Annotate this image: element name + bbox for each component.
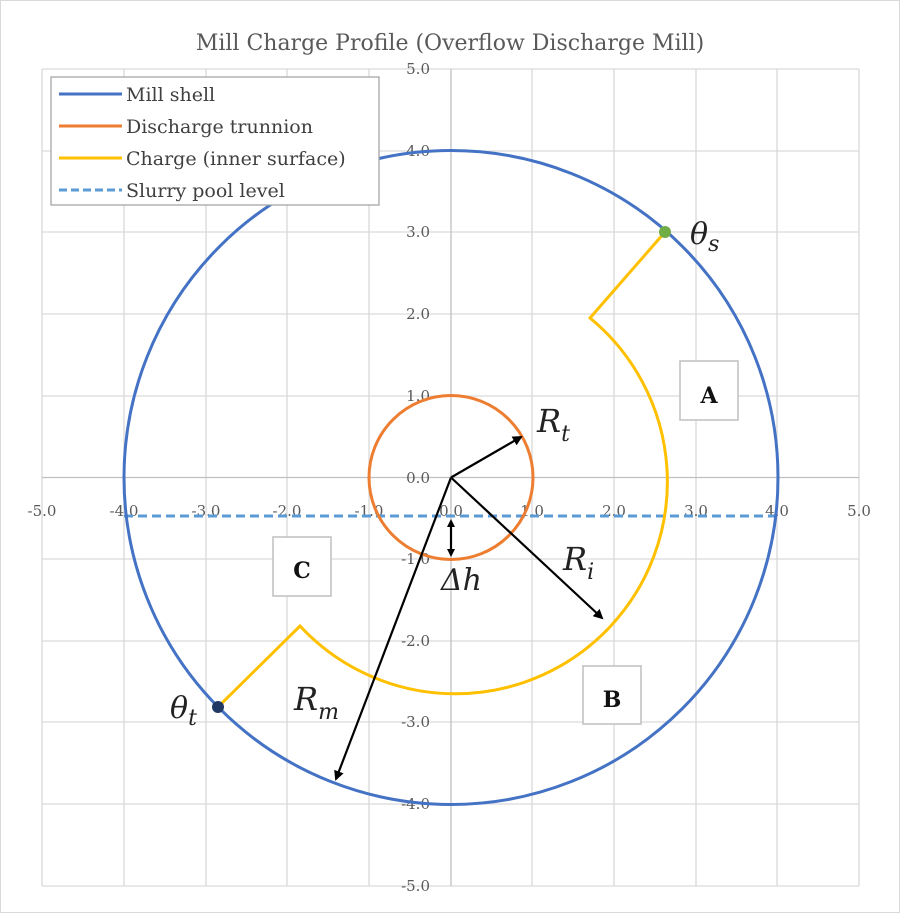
svg-text:-2.0: -2.0 xyxy=(401,632,430,650)
svg-text:-5.0: -5.0 xyxy=(28,502,57,520)
radius-arrows xyxy=(334,435,604,781)
region-box-b: B xyxy=(582,665,642,725)
svg-text:Charge (inner surface): Charge (inner surface) xyxy=(126,148,346,170)
theta-s-label: θs xyxy=(690,217,719,257)
legend-item-discharge-trunnion: Discharge trunnion xyxy=(59,116,313,138)
legend-item-charge: Charge (inner surface) xyxy=(59,148,346,170)
svg-text:0.0: 0.0 xyxy=(439,502,463,520)
svg-text:3.0: 3.0 xyxy=(406,223,430,241)
rm-arrow xyxy=(334,477,453,781)
theta-s-point xyxy=(659,226,671,238)
discharge-trunnion-circle xyxy=(367,394,535,561)
mill-shell-circle xyxy=(122,149,780,806)
theta-t-point xyxy=(212,701,224,713)
legend-item-mill-shell: Mill shell xyxy=(59,84,215,106)
svg-text:5.0: 5.0 xyxy=(847,502,871,520)
svg-text:Mill shell: Mill shell xyxy=(126,84,215,106)
svg-text:2.0: 2.0 xyxy=(406,305,430,323)
y-axis-ticks: 5.0 4.0 3.0 2.0 1.0 0.0 -1.0 -2.0 -3.0 -… xyxy=(401,60,430,895)
region-box-c: C xyxy=(272,536,332,597)
rt-arrow xyxy=(450,435,523,479)
rm-label: Rm xyxy=(293,680,339,725)
svg-text:Slurry pool level: Slurry pool level xyxy=(126,180,285,202)
charge-inner-surface-line xyxy=(216,231,669,709)
dh-label: Δh xyxy=(440,563,482,598)
svg-text:-5.0: -5.0 xyxy=(401,877,430,895)
svg-text:A: A xyxy=(699,383,718,409)
ri-arrow xyxy=(450,476,604,620)
theta-t-label: θt xyxy=(170,691,197,731)
ri-label: Ri xyxy=(562,540,594,585)
svg-text:0.0: 0.0 xyxy=(406,469,430,487)
legend-item-slurry-pool-level: Slurry pool level xyxy=(59,180,285,202)
svg-text:-3.0: -3.0 xyxy=(401,713,430,731)
legend: Mill shell Discharge trunnion Charge (in… xyxy=(50,76,380,206)
svg-text:5.0: 5.0 xyxy=(406,60,430,78)
svg-text:B: B xyxy=(603,687,622,713)
rt-label: Rt xyxy=(536,402,570,447)
svg-text:C: C xyxy=(293,558,311,584)
region-box-a: A xyxy=(679,360,739,421)
svg-text:Discharge trunnion: Discharge trunnion xyxy=(126,116,313,138)
chart-title: Mill Charge Profile (Overflow Discharge … xyxy=(196,31,704,56)
